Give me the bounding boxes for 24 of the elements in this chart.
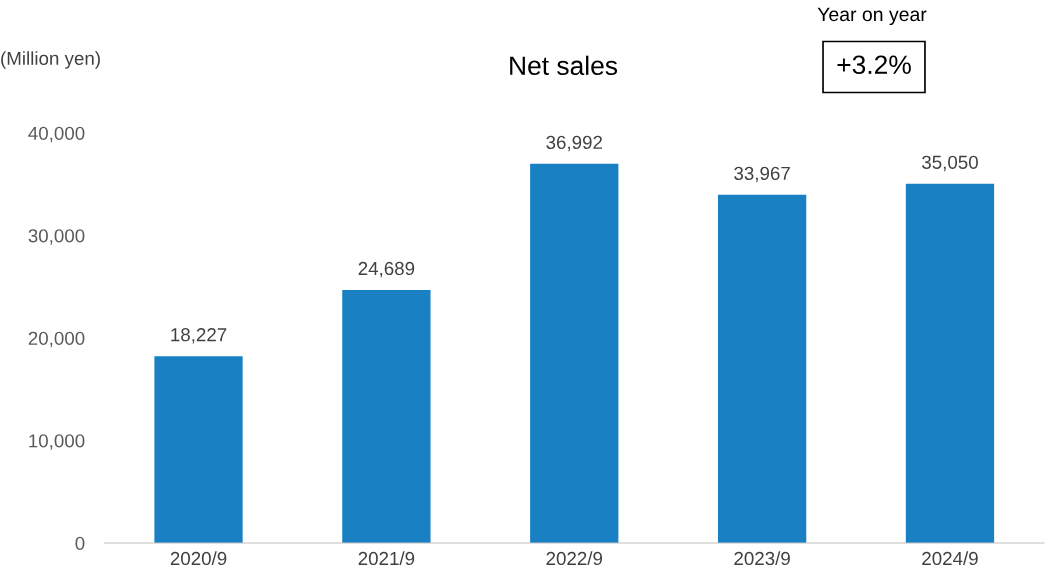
bar [530, 163, 619, 543]
text: +3.2% [837, 55, 911, 75]
y-tick-label: 20,000 [28, 331, 85, 348]
data-label: 33,967 [734, 166, 790, 183]
y-tick-label: 40,000 [28, 126, 85, 143]
data-label: 18,227 [171, 328, 227, 344]
data-label: 36,992 [546, 135, 602, 152]
y-axis-title: (Million yen) [1, 51, 100, 69]
x-tick-label: 2022/9 [546, 551, 603, 566]
data-label: 24,689 [358, 261, 415, 278]
bar [342, 289, 431, 543]
data-label: 35,050 [922, 155, 978, 172]
text: Year on year [817, 7, 927, 26]
y-tick-label: 10,000 [29, 434, 85, 450]
x-tick-label: 2023/9 [734, 551, 790, 566]
bar [154, 356, 243, 543]
bar [717, 194, 807, 543]
chart-title: Net sales [510, 55, 618, 76]
x-tick-label: 2024/9 [922, 551, 978, 566]
y-tick-label: 0 [75, 536, 85, 550]
x-tick-label: 2021/9 [358, 551, 415, 566]
bar [905, 183, 995, 543]
y-tick-label: 30,000 [28, 229, 85, 245]
x-tick-label: 2020/9 [170, 551, 227, 566]
